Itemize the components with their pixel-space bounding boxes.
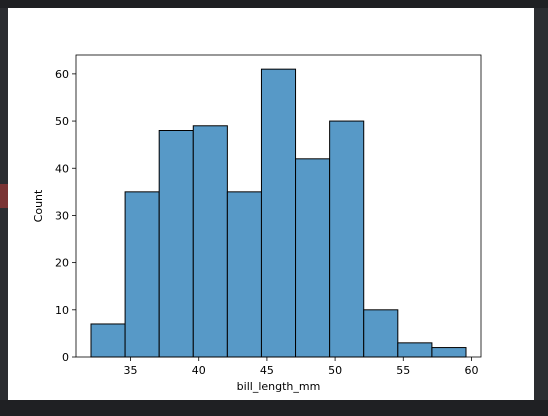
histogram-bar	[158, 130, 194, 358]
histogram-bar	[329, 120, 365, 358]
x-tick-label: 50	[328, 364, 342, 377]
plot-canvas: 35 40 45 50 55 60 0 10 20 30 40 50 60 bill_length_m…	[8, 8, 534, 400]
bottom-bar	[0, 400, 548, 416]
y-tick-label: 10	[55, 304, 69, 317]
x-tick-label: 60	[464, 364, 478, 377]
y-tick-label: 50	[55, 115, 69, 128]
y-ticks-group: 0 10 20 30 40 50 60	[55, 68, 76, 364]
histogram-bar	[431, 347, 467, 358]
y-tick-label: 20	[55, 257, 69, 270]
x-tick-label: 55	[396, 364, 410, 377]
histogram-bar	[260, 68, 297, 358]
side-indicator	[0, 184, 8, 208]
y-tick-label: 30	[55, 209, 69, 222]
bars-group	[90, 68, 467, 358]
histogram-bar	[124, 191, 160, 358]
histogram-chart: 35 40 45 50 55 60 0 10 20 30 40 50 60 bill_length_m…	[32, 54, 482, 393]
y-tick-label: 60	[55, 68, 69, 81]
y-tick-label: 0	[62, 351, 69, 364]
y-axis-label: Count	[32, 189, 45, 222]
histogram-bar	[226, 191, 262, 358]
histogram-bar	[397, 342, 433, 358]
y-tick-label: 40	[55, 162, 69, 175]
histogram-bar	[90, 323, 126, 358]
x-axis-label: bill_length_mm	[237, 380, 321, 393]
x-tick-label: 45	[260, 364, 274, 377]
histogram-bar	[363, 309, 399, 358]
x-ticks-group: 35 40 45 50 55 60	[124, 357, 478, 377]
x-tick-label: 40	[192, 364, 206, 377]
top-bar	[0, 0, 548, 8]
histogram-bar	[192, 125, 228, 358]
x-tick-label: 35	[124, 364, 138, 377]
histogram-bar	[295, 158, 331, 358]
axes-frame	[75, 54, 482, 358]
